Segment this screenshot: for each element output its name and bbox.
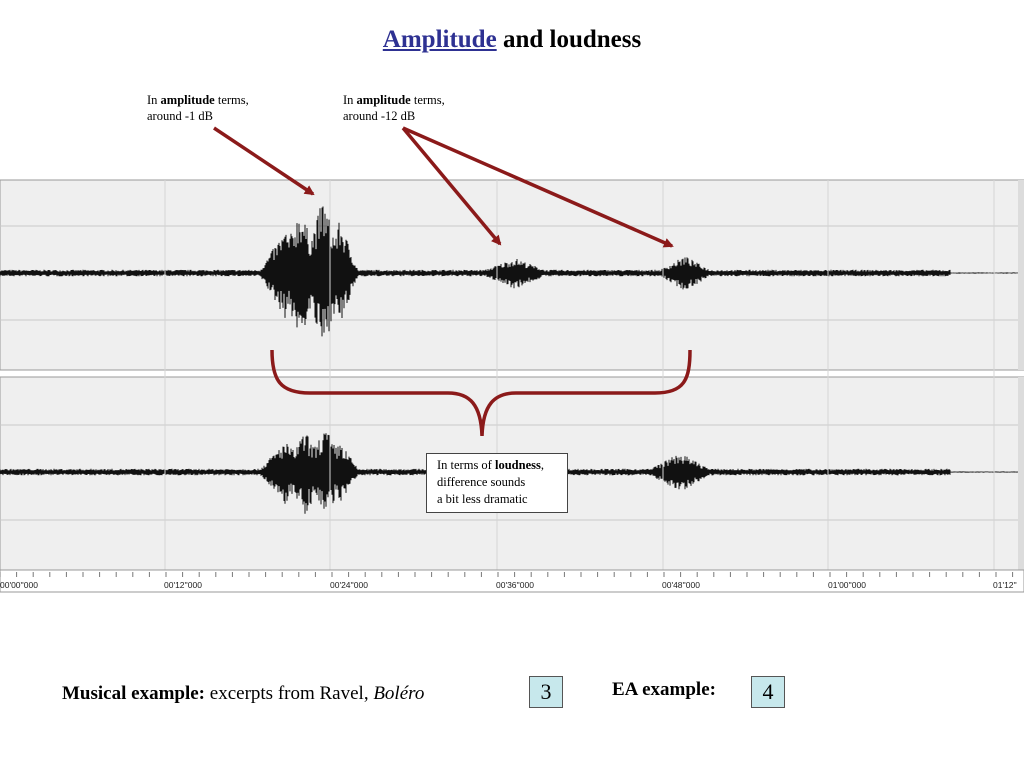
ruler-label-4: 00'48''000 bbox=[662, 580, 700, 590]
musical-example-title: Boléro bbox=[373, 683, 425, 704]
amplitude-link[interactable]: Amplitude bbox=[382, 26, 497, 53]
amplitude-track bbox=[0, 179, 1024, 371]
track-scrollbar-top[interactable] bbox=[1018, 180, 1024, 370]
annotation-left-line2: around -1 dB bbox=[147, 109, 213, 123]
annotation-arrows bbox=[213, 126, 692, 437]
ea-example-label: EA example: bbox=[612, 679, 716, 700]
annotation-right-prefix: In bbox=[343, 93, 357, 107]
track-scrollbar-bottom[interactable] bbox=[1018, 377, 1024, 570]
wave-top-path bbox=[0, 206, 1019, 337]
annotation-left-suffix: terms, bbox=[214, 93, 249, 107]
title-rest: and loudness bbox=[496, 26, 642, 53]
annotation-left: In amplitude terms, around -1 dB bbox=[147, 92, 249, 124]
slide-title: Amplitude and loudness bbox=[0, 26, 1024, 54]
loudness-callout: In terms of loudness, difference sounds … bbox=[426, 453, 568, 513]
example-4-button[interactable]: 4 bbox=[751, 676, 785, 708]
amplitude-waveform bbox=[0, 206, 1019, 337]
musical-example-label: Musical example: bbox=[62, 683, 206, 704]
loudness-line2: difference sounds bbox=[437, 475, 526, 489]
loudness-prefix: In terms of bbox=[437, 458, 495, 472]
ruler-label-1: 00'12''000 bbox=[164, 580, 202, 590]
ruler-label-5: 01'00''000 bbox=[828, 580, 866, 590]
arrow-loud-peak bbox=[213, 126, 315, 196]
time-ruler[interactable] bbox=[0, 569, 1024, 593]
musical-example-text: excerpts from Ravel, bbox=[205, 683, 374, 704]
annotation-right: In amplitude terms, around -12 dB bbox=[343, 92, 445, 124]
ruler-label-2: 00'24''000 bbox=[330, 580, 368, 590]
ruler-label-6: 01'12'' bbox=[993, 580, 1017, 590]
loudness-line3: a bit less dramatic bbox=[437, 492, 528, 506]
annotation-right-suffix: terms, bbox=[410, 93, 445, 107]
annotation-left-bold: amplitude bbox=[160, 93, 215, 107]
annotation-left-prefix: In bbox=[147, 93, 161, 107]
loudness-suffix: , bbox=[540, 458, 544, 472]
ruler-label-0: 00'00''000 bbox=[0, 580, 38, 590]
ruler-label-3: 00'36''000 bbox=[496, 580, 534, 590]
arrow-soft-peak-1 bbox=[401, 126, 502, 246]
annotation-right-bold: amplitude bbox=[356, 93, 411, 107]
arrow-soft-peak-2 bbox=[402, 126, 674, 248]
brace bbox=[270, 349, 692, 437]
musical-example: Musical example: excerpts from Ravel, Bo… bbox=[62, 683, 424, 705]
annotation-right-line2: around -12 dB bbox=[343, 109, 416, 123]
example-3-button[interactable]: 3 bbox=[529, 676, 563, 708]
loudness-bold: loudness bbox=[494, 458, 541, 472]
